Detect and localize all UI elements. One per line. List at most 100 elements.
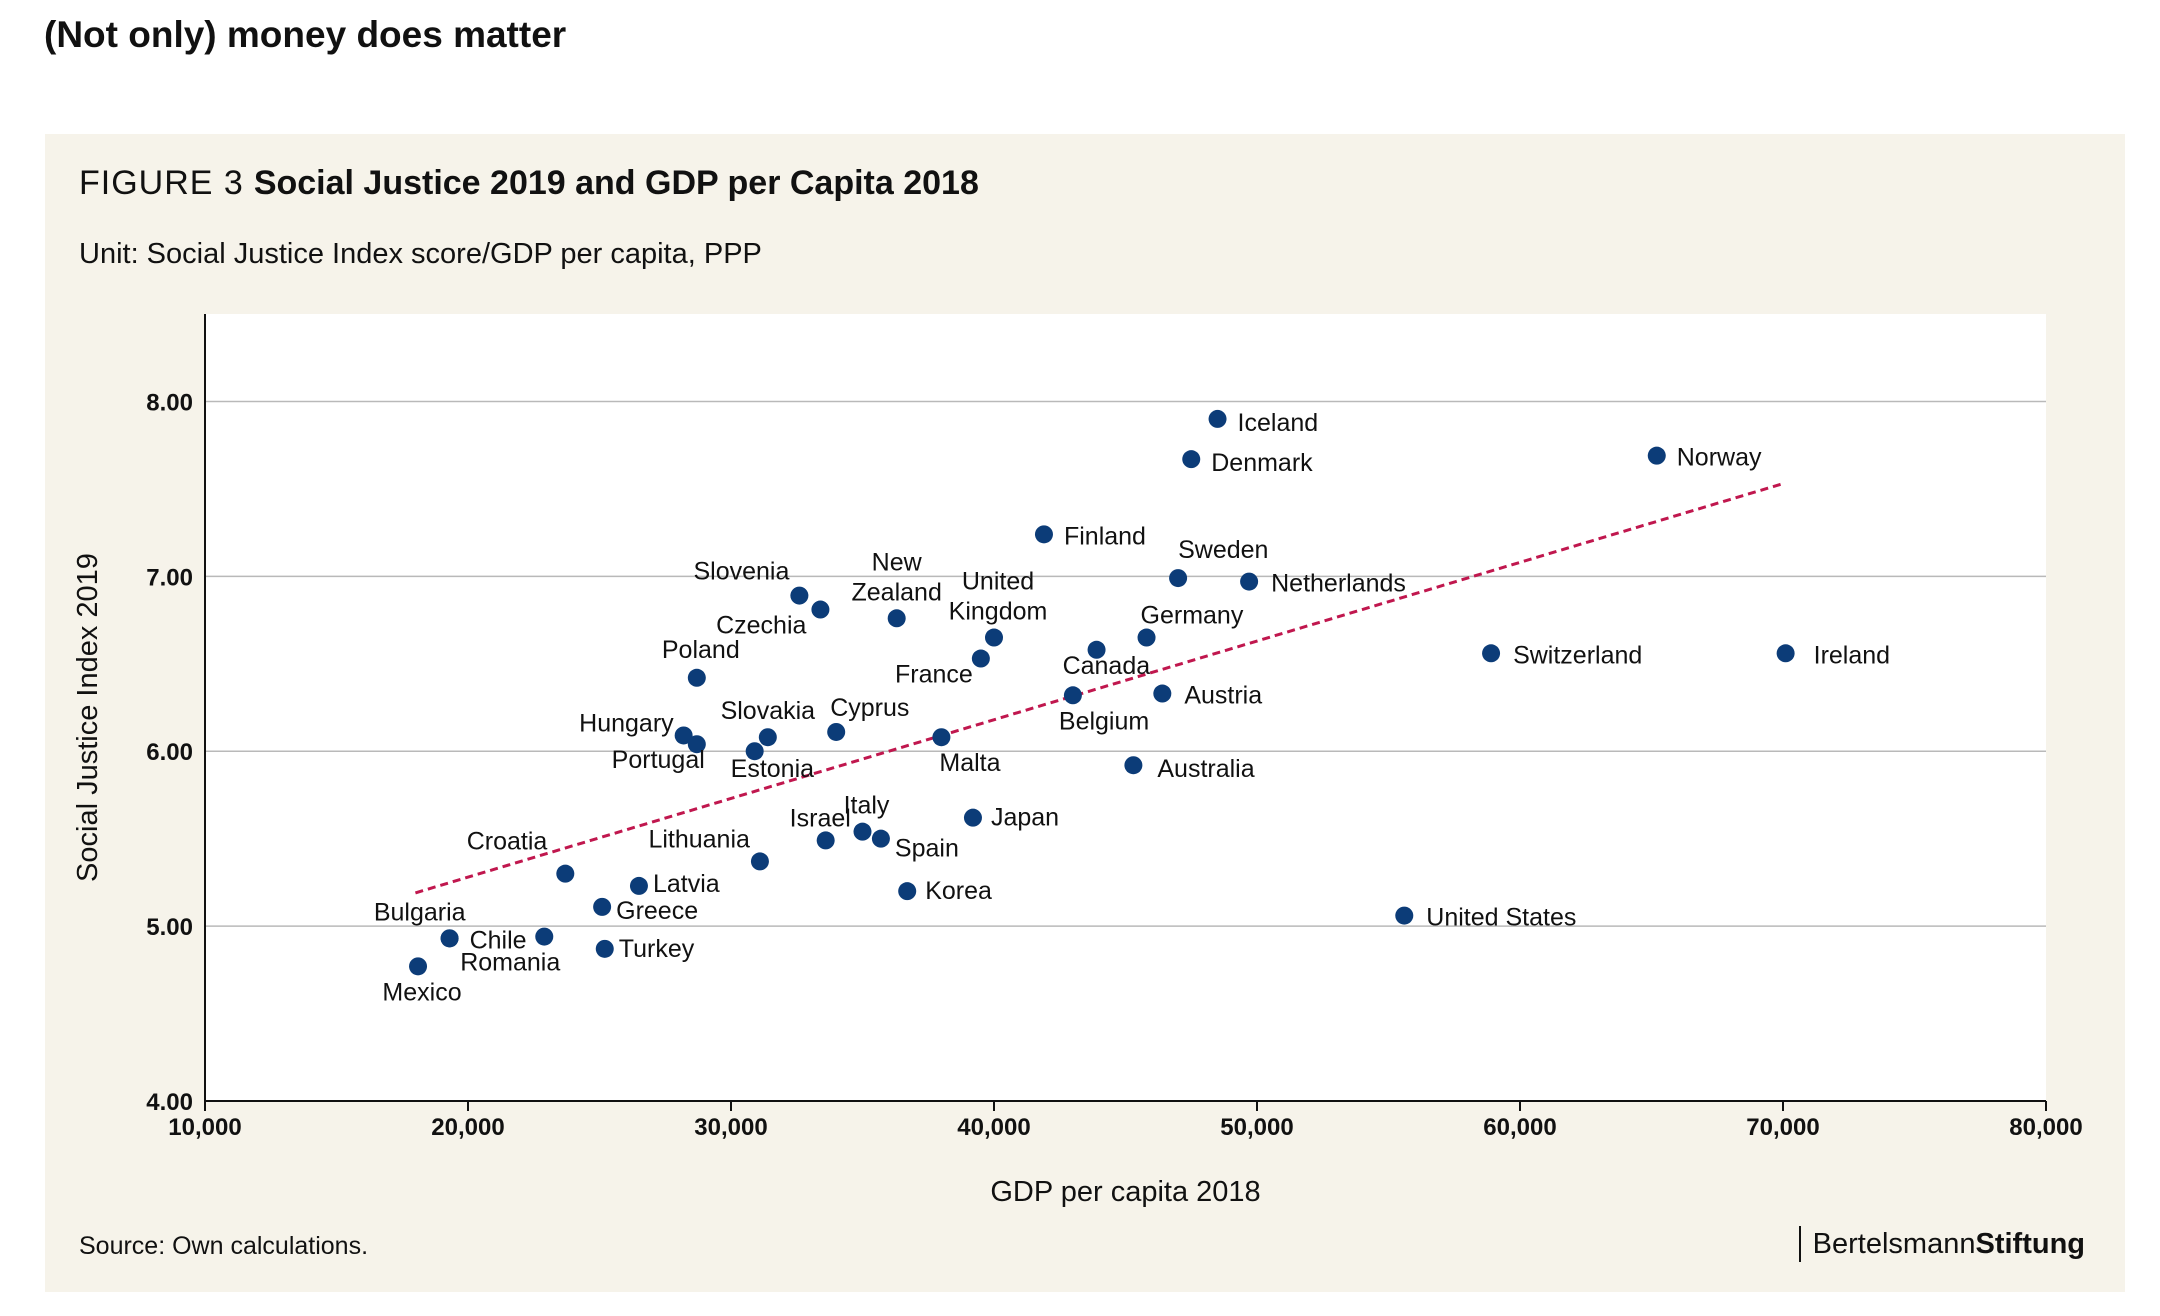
data-point [963, 808, 982, 827]
figure-title: FIGURE 3 Social Justice 2019 and GDP per … [79, 164, 979, 203]
data-point [687, 735, 706, 754]
data-point [1169, 569, 1188, 588]
x-tick-label: 50,000 [1220, 1114, 1293, 1141]
x-tick-label: 60,000 [1483, 1114, 1556, 1141]
data-point [440, 929, 459, 948]
point-label: Cyprus [830, 694, 909, 722]
point-label: Slovakia [721, 697, 816, 725]
y-tick-label: 6.00 [146, 739, 193, 766]
data-point [1208, 409, 1227, 428]
data-point [1395, 906, 1414, 925]
y-tick-label: 4.00 [146, 1089, 193, 1116]
point-label: Japan [991, 804, 1059, 832]
point-label: Estonia [731, 755, 814, 783]
data-point [745, 742, 764, 761]
data-point [758, 728, 777, 747]
data-point [1776, 644, 1795, 663]
page-heading: (Not only) money does matter [44, 14, 567, 55]
data-point [535, 927, 554, 946]
point-label: Greece [616, 897, 698, 925]
point-label: Finland [1064, 522, 1146, 550]
point-label: Hungary [579, 709, 674, 737]
data-point [871, 829, 890, 848]
point-label: Lithuania [648, 825, 750, 853]
data-point [827, 722, 846, 741]
point-label: Denmark [1211, 449, 1313, 477]
point-label: Italy [844, 792, 890, 820]
point-label: Turkey [619, 935, 695, 963]
data-point [1063, 686, 1082, 705]
point-label: Sweden [1178, 536, 1268, 564]
point-label: Germany [1141, 602, 1244, 630]
point-label: Canada [1063, 652, 1151, 680]
data-point [1240, 572, 1259, 591]
point-label: United States [1426, 904, 1576, 932]
point-label: Korea [925, 877, 992, 905]
trendline [414, 482, 1784, 895]
point-label: Mexico [382, 978, 461, 1006]
point-label: Spain [895, 835, 959, 863]
point-label: Malta [939, 749, 1000, 777]
data-point [790, 586, 809, 605]
plot-area-background [205, 314, 2046, 1101]
data-point [674, 726, 693, 745]
data-point [985, 628, 1003, 647]
data-point [816, 831, 835, 850]
x-tick-label: 20,000 [431, 1114, 504, 1141]
point-label: Slovenia [693, 558, 789, 586]
data-point [593, 897, 612, 916]
point-label: Norway [1677, 444, 1762, 472]
point-label: Czechia [716, 612, 806, 640]
figure-unit: Unit: Social Justice Index score/GDP per… [79, 238, 762, 270]
brand-bold: Stiftung [1975, 1228, 2085, 1260]
figure-panel: FIGURE 3 Social Justice 2019 and GDP per … [45, 134, 2125, 1292]
point-label: Croatia [467, 828, 548, 856]
data-point [932, 728, 951, 747]
brand-regular: Bertelsmann [1812, 1228, 1976, 1260]
data-point [556, 864, 575, 883]
data-point [1153, 684, 1172, 703]
data-point [1124, 756, 1143, 775]
point-label: Latvia [653, 870, 720, 898]
data-point [853, 822, 872, 841]
y-tick-label: 7.00 [146, 564, 193, 591]
data-point [1647, 446, 1666, 465]
point-label: Netherlands [1271, 570, 1406, 598]
point-label: United Kingdom [949, 568, 1048, 626]
data-point [811, 600, 830, 619]
scatter-chart: 4.00 5.00 6.00 7.00 8.00 10,000 20,000 30,000 40… [72, 314, 2083, 1208]
x-tick-label: 40,000 [957, 1114, 1030, 1141]
point-label: Switzerland [1513, 641, 1642, 669]
brand-logo: BertelsmannStiftung [1798, 1226, 2085, 1262]
data-point [595, 939, 614, 958]
point-label: Chile [470, 926, 527, 954]
point-label: Bulgaria [374, 898, 466, 926]
x-axis-title: GDP per capita 2018 [990, 1176, 1260, 1208]
point-label: Israel [790, 804, 851, 832]
x-tick-label: 30,000 [694, 1114, 767, 1141]
source-note: Source: Own calculations. [79, 1232, 369, 1260]
data-point [1034, 525, 1053, 544]
data-point [1482, 644, 1501, 663]
x-tick-label: 10,000 [168, 1114, 241, 1141]
data-point [687, 668, 706, 687]
point-label: Poland [662, 636, 740, 664]
point-label: Portugal [612, 746, 705, 774]
y-tick-label: 8.00 [146, 389, 193, 416]
data-point [887, 609, 906, 628]
data-point [898, 882, 917, 901]
y-tick-label: 5.00 [146, 914, 193, 941]
point-label: Belgium [1059, 707, 1149, 735]
data-point [971, 649, 990, 668]
figure-name: Social Justice 2019 and GDP per Capita 2… [253, 164, 979, 202]
point-label: Romania [460, 949, 560, 977]
point-label: Ireland [1814, 641, 1890, 669]
point-label: France [895, 661, 973, 689]
y-axis-title: Social Justice Index 2019 [72, 553, 104, 882]
data-point [1137, 628, 1156, 647]
data-point [409, 957, 428, 976]
point-label: New Zealand [852, 548, 942, 606]
x-tick-label: 70,000 [1746, 1114, 1819, 1141]
point-label: Austria [1184, 682, 1262, 710]
x-tick-label: 80,000 [2009, 1114, 2082, 1141]
